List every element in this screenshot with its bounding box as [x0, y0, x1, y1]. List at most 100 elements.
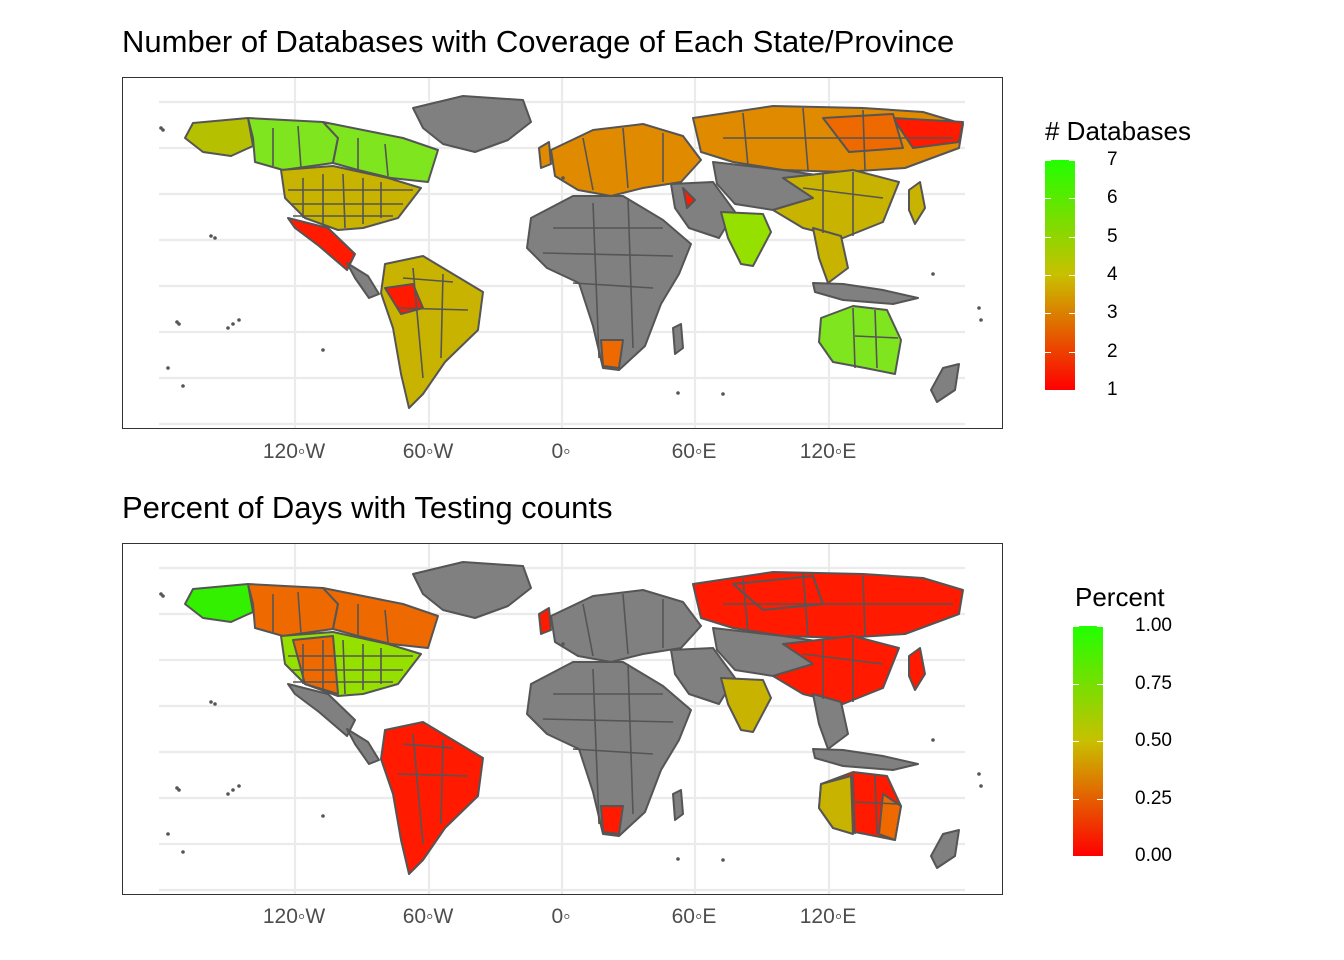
map2-subregion-4 [600, 805, 624, 835]
map1-xtick-60e: 60◦E [671, 440, 717, 463]
map1-region-japan [908, 181, 926, 225]
map2-island [977, 772, 981, 776]
map2-border-line [342, 639, 346, 695]
map2-island [231, 788, 235, 792]
legend-tick-mark [1045, 275, 1051, 276]
map1-border-line [397, 307, 469, 311]
map2-border-line [384, 609, 389, 643]
legend-tick-mark [1073, 856, 1079, 857]
map1-border-line [572, 282, 654, 289]
map2-border-line [412, 733, 424, 845]
map1-island [676, 391, 680, 395]
legend-label: 2 [1107, 340, 1118, 362]
map1-island [177, 322, 181, 326]
legend-label: 0.50 [1135, 730, 1172, 751]
map2-region-india [720, 677, 772, 733]
map2-regions [184, 561, 964, 875]
map2-title: Percent of Days with Testing counts [122, 490, 613, 525]
map1-region-uk [538, 141, 552, 169]
legend-tick-mark [1045, 351, 1051, 353]
map1-legend-title: # Databases [1045, 116, 1191, 146]
map1-islands [159, 126, 983, 396]
legend-label: 1.00 [1135, 615, 1172, 636]
map2-island [177, 788, 181, 792]
map2-border-line [862, 575, 866, 637]
legend-tick-mark [1045, 236, 1051, 238]
legend-label: 6 [1107, 187, 1118, 209]
map2-border-line [397, 773, 469, 777]
map2-islands [159, 592, 983, 862]
map2-region-russia [692, 571, 964, 639]
map2-internal-borders [272, 573, 953, 845]
map1-region-usa [280, 165, 422, 231]
legend-tick-mark [1097, 798, 1103, 800]
map1-border-line [802, 107, 809, 171]
map1-panel [122, 77, 1003, 429]
legend-tick-mark [1097, 683, 1103, 685]
map2-border-line [802, 653, 884, 665]
map2-xtick-60e: 60◦E [671, 905, 717, 928]
map1-region-madagascar [672, 323, 684, 355]
legend-tick-mark [1045, 390, 1051, 391]
map2-border-line [742, 578, 749, 633]
map1-border-line [852, 307, 856, 369]
map2-border-line [297, 591, 302, 635]
legend-tick-mark [1069, 275, 1075, 276]
map1-border-line [412, 267, 424, 379]
map1-region-nz [930, 363, 960, 403]
map1-island [979, 318, 983, 322]
map1-xtick-0: 0◦ [551, 440, 571, 463]
map1-island [231, 322, 235, 326]
map1-region-australia [818, 305, 902, 375]
map1-map-canvas [159, 78, 983, 428]
map1-border-line [582, 137, 594, 191]
map2-island [237, 784, 241, 788]
legend-tick-mark [1045, 160, 1051, 161]
map1-region-indonesia [812, 282, 919, 305]
map1-region-canadaW [247, 117, 339, 171]
map2-island [181, 850, 185, 854]
map2-region-africa [526, 661, 692, 837]
legend-tick-mark [1069, 160, 1075, 161]
map1-island [213, 236, 217, 240]
map2-island [209, 700, 213, 704]
map1-region-seAsia [812, 227, 849, 284]
map1-region-centAm [346, 262, 380, 299]
map1-region-mexico [287, 217, 356, 271]
map2-region-japan [908, 647, 926, 691]
map2-region-alaska [184, 583, 254, 623]
map1-island [166, 366, 170, 370]
map1-regions [184, 95, 964, 409]
map1-border-line [342, 173, 346, 229]
legend-tick-mark [1069, 390, 1075, 391]
legend-tick-mark [1069, 198, 1075, 200]
map1-region-samerica [380, 255, 484, 409]
legend-label: 0.25 [1135, 787, 1172, 809]
map2-island [226, 792, 230, 796]
map1-border-line [874, 309, 878, 369]
map2-island [931, 738, 935, 742]
map1-island [321, 348, 325, 352]
map2-map-canvas [159, 544, 983, 894]
legend-tick-mark [1069, 313, 1075, 315]
map2-region-greenland [412, 561, 532, 619]
map1-border-line [862, 109, 866, 171]
map2-region-nz [930, 829, 960, 869]
map2-border-line [627, 663, 634, 815]
map2-region-centAm [346, 728, 380, 765]
map2-region-indonesia [812, 748, 919, 771]
legend-label: 1 [1107, 379, 1118, 400]
map2-xtick-0: 0◦ [551, 905, 571, 928]
map2-subregion-1 [878, 793, 902, 841]
legend-tick-mark [1045, 313, 1051, 315]
map2-island [561, 642, 565, 646]
map2-border-line [852, 773, 856, 835]
legend-label: 7 [1107, 149, 1118, 170]
map2-region-china [772, 635, 900, 705]
map2-border-line [874, 775, 878, 835]
legend-label: 0.75 [1135, 672, 1172, 694]
legend-tick-mark [1069, 236, 1075, 238]
map2-border-line [622, 593, 629, 655]
map1-border-line [622, 127, 629, 189]
map1-border-line [384, 143, 389, 177]
